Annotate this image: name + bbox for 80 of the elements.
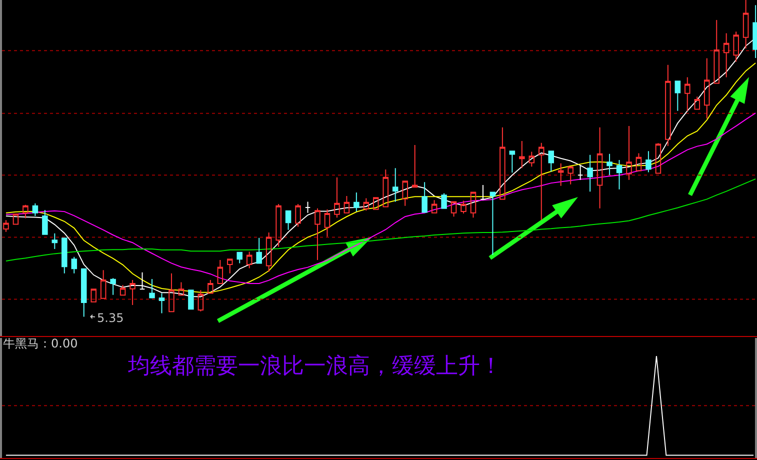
candlestick bbox=[636, 152, 642, 172]
candlestick bbox=[217, 260, 224, 284]
candlestick bbox=[674, 80, 681, 112]
candlestick bbox=[626, 126, 632, 180]
candlestick bbox=[480, 184, 486, 201]
candlestick bbox=[256, 237, 262, 264]
candlestick bbox=[178, 282, 184, 296]
candlestick bbox=[12, 214, 19, 225]
candlestick bbox=[158, 292, 165, 314]
candlestick bbox=[422, 182, 428, 213]
candlestick bbox=[665, 64, 671, 146]
candlestick bbox=[227, 258, 233, 274]
candlestick bbox=[742, 0, 749, 49]
candlestick bbox=[42, 209, 48, 235]
candlestick bbox=[90, 288, 96, 302]
candlestick bbox=[704, 58, 710, 119]
annotation: 均线都需要一浪比一浪高，缓缓上升！ bbox=[127, 354, 502, 379]
candlestick bbox=[139, 272, 146, 290]
candlestick bbox=[655, 142, 662, 174]
candlestick bbox=[470, 192, 476, 218]
candlestick bbox=[373, 197, 379, 210]
candlestick bbox=[733, 31, 739, 62]
annotation: 5.35 bbox=[97, 311, 124, 325]
candlestick bbox=[130, 279, 136, 306]
candlestick bbox=[100, 270, 106, 299]
candlestick bbox=[304, 201, 311, 214]
candlestick bbox=[490, 192, 496, 256]
candlestick bbox=[382, 168, 389, 208]
candlestick bbox=[548, 150, 554, 172]
candlestick bbox=[587, 154, 593, 192]
candlestick bbox=[62, 238, 68, 274]
candlestick bbox=[460, 200, 466, 214]
candlestick bbox=[402, 180, 408, 206]
candlestick bbox=[80, 268, 87, 318]
candlestick bbox=[22, 204, 28, 219]
chart-title: 牛黑马：0.00 bbox=[3, 336, 78, 350]
candlestick bbox=[723, 32, 730, 78]
candlestick bbox=[558, 162, 564, 186]
candlestick bbox=[236, 252, 242, 264]
candlestick bbox=[568, 166, 574, 185]
candlestick bbox=[500, 126, 506, 200]
candlestick bbox=[412, 144, 418, 188]
candlestick bbox=[285, 210, 292, 230]
candlestick bbox=[577, 164, 584, 180]
candlestick bbox=[188, 290, 194, 310]
candlestick bbox=[276, 203, 282, 248]
candlestick bbox=[450, 201, 457, 218]
candlestick bbox=[354, 192, 360, 212]
candlestick bbox=[3, 220, 9, 232]
candlestick bbox=[392, 168, 398, 202]
candlestick bbox=[120, 284, 126, 296]
candlestick bbox=[714, 19, 720, 84]
candlestick bbox=[110, 278, 116, 296]
candlestick bbox=[596, 126, 603, 209]
candlestick bbox=[168, 272, 174, 312]
candlestick bbox=[344, 196, 350, 214]
candlestick bbox=[431, 200, 438, 214]
candlestick bbox=[538, 142, 544, 221]
candlestick bbox=[246, 251, 252, 269]
candlestick bbox=[32, 202, 38, 216]
candlestick bbox=[616, 159, 622, 190]
candlestick bbox=[684, 76, 690, 112]
candlestick bbox=[208, 279, 214, 294]
candlestick bbox=[334, 176, 340, 218]
candlestick bbox=[441, 192, 447, 209]
candlestick bbox=[528, 151, 535, 168]
candlestick bbox=[295, 203, 301, 228]
candlestick bbox=[509, 150, 516, 174]
candlestick bbox=[314, 208, 320, 261]
candlestick bbox=[149, 278, 155, 299]
candlestick bbox=[363, 198, 370, 212]
candlestick bbox=[266, 232, 272, 272]
candlestick bbox=[646, 150, 652, 173]
candlestick bbox=[694, 96, 700, 110]
candlestick bbox=[324, 208, 330, 238]
candlestick bbox=[519, 140, 525, 169]
candlestick bbox=[52, 232, 58, 250]
candlestick bbox=[71, 256, 78, 274]
candlestick bbox=[198, 290, 204, 312]
candlestick bbox=[606, 153, 612, 176]
